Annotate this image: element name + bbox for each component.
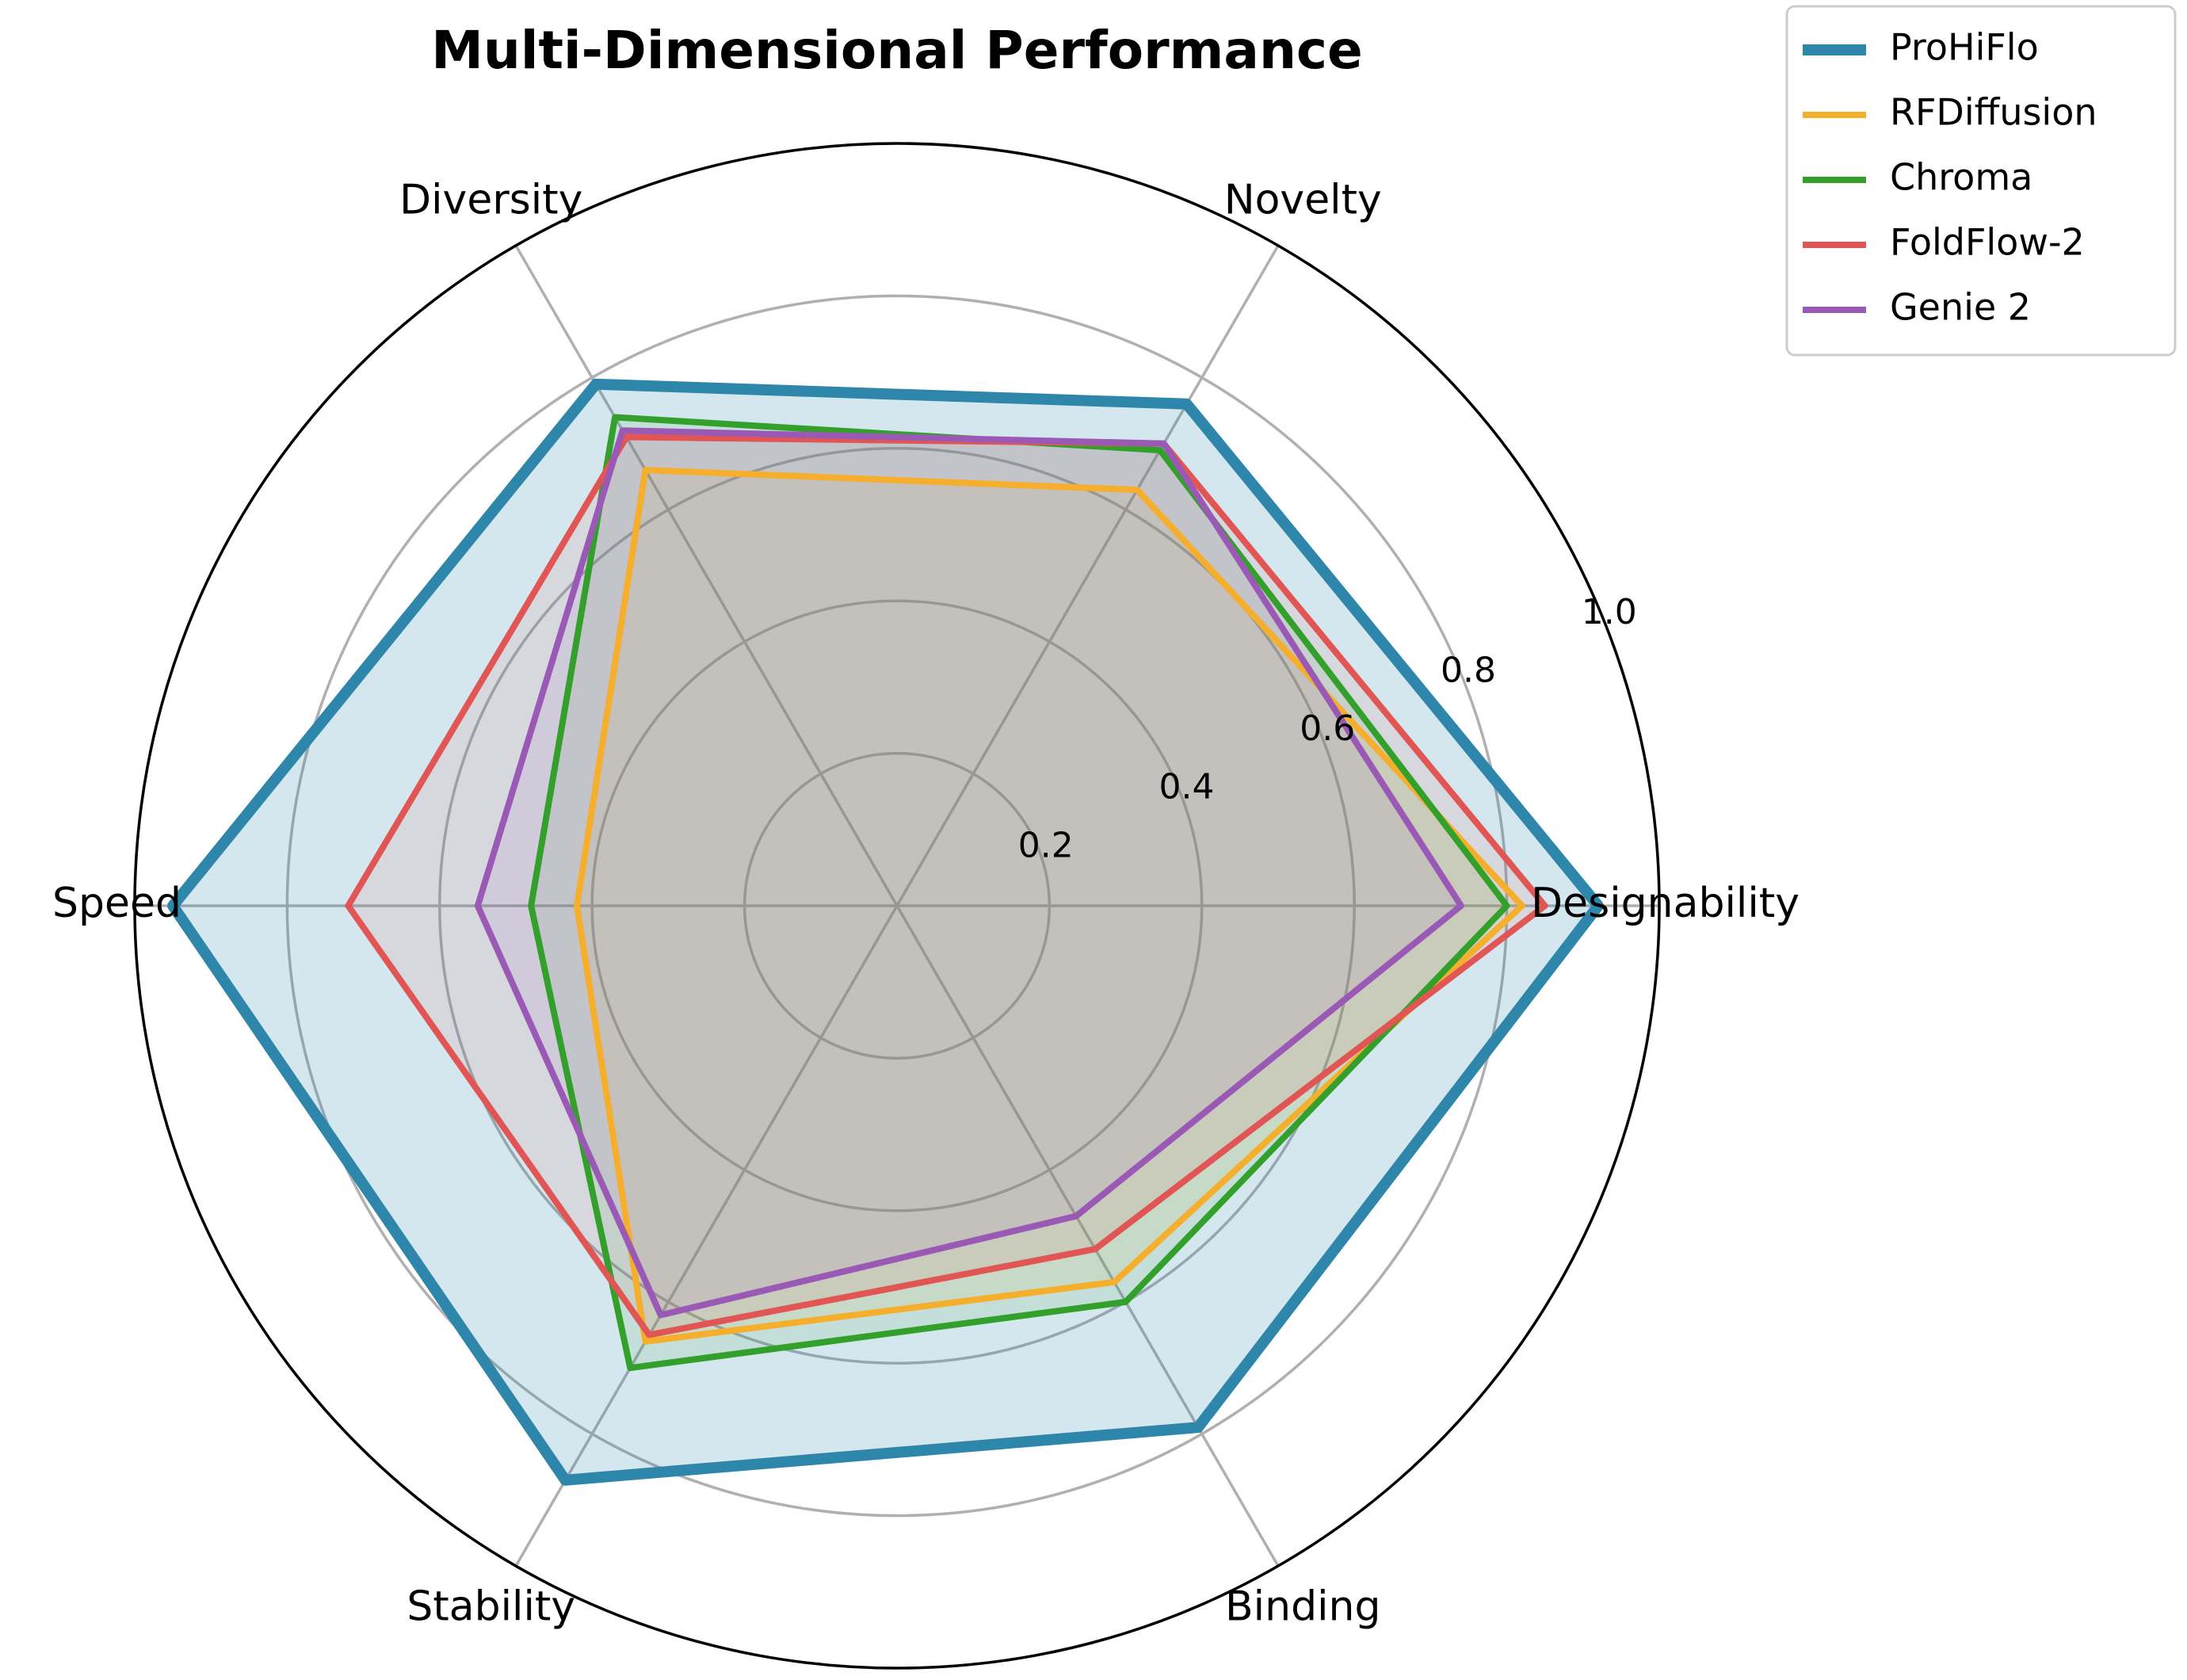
grid-spoke — [895, 905, 1280, 1567]
chart-title: Multi-Dimensional Performance — [431, 20, 1363, 81]
series-fill-genie-2 — [477, 430, 1461, 1315]
series-line-prohiflo — [167, 378, 1604, 1486]
series-line-chroma — [528, 414, 1510, 1372]
series-fill-prohiflo — [173, 384, 1599, 1480]
grid-spoke — [514, 905, 899, 1567]
legend-label-prohiflo: ProHiFlo — [1890, 26, 2039, 69]
series-layer — [167, 378, 1604, 1486]
series-line-genie-2 — [474, 427, 1464, 1319]
r-tick-label: 1.0 — [1582, 592, 1637, 632]
polar-frame — [133, 142, 1661, 1670]
series-line-rfdiffusion — [574, 467, 1525, 1345]
legend-label-rfdiffusion: RFDiffusion — [1890, 91, 2097, 134]
r-tick-label: 0.6 — [1300, 708, 1355, 749]
series-fill-chroma — [531, 417, 1507, 1369]
legend-label-chroma: Chroma — [1890, 156, 2032, 199]
r-tick-label: 0.2 — [1018, 825, 1074, 865]
axis-label-stability: Stability — [406, 1583, 575, 1630]
axis-label-binding: Binding — [1225, 1583, 1381, 1630]
axis-label-diversity: Diversity — [399, 177, 582, 224]
series-fill-foldflow-2 — [348, 437, 1545, 1335]
legend-label-genie-2: Genie 2 — [1890, 286, 2031, 329]
axis-label-novelty: Novelty — [1224, 177, 1382, 224]
r-tick-label: 0.8 — [1441, 650, 1496, 690]
legend: ProHiFlo RFDiffusion Chroma FoldFlow-2 Genie… — [1785, 5, 2177, 357]
legend-label-foldflow-2: FoldFlow-2 — [1890, 221, 2085, 264]
axis-label-designability: Designability — [1531, 880, 1800, 927]
r-tick-label: 0.4 — [1159, 767, 1215, 808]
grid-spoke — [514, 245, 899, 907]
axis-label-speed: Speed — [52, 880, 181, 927]
grid-spoke — [895, 245, 1280, 907]
legend-box — [1785, 5, 2177, 357]
labels: 0.2 0.4 0.6 0.8 1.0 Designability Novelty Diver… — [52, 177, 1800, 1631]
